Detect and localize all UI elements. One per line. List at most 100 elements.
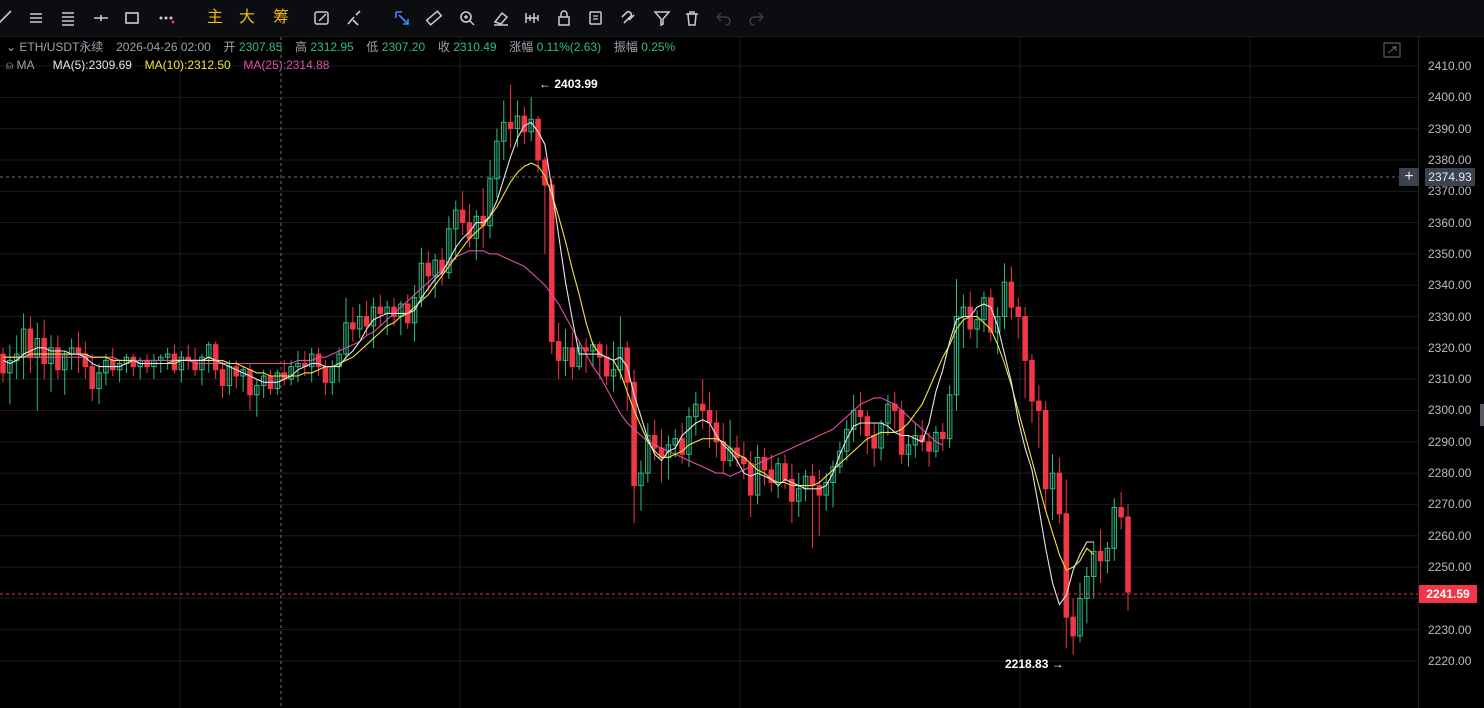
ohlc-info-bar: ⌄ ETH/USDT永续 2026-04-26 02:00 开 2307.85 …: [6, 39, 675, 55]
eraser-icon[interactable]: [491, 8, 511, 28]
select-cursor-icon[interactable]: [392, 8, 412, 28]
candle: [185, 344, 191, 370]
candle: [343, 297, 349, 361]
candle: [994, 307, 1001, 355]
candle: [1001, 263, 1008, 330]
candle: [281, 360, 287, 386]
brush-icon[interactable]: [344, 8, 364, 28]
candle: [940, 423, 946, 452]
candle-body: [864, 416, 871, 437]
menu-list-icon[interactable]: [26, 8, 46, 28]
candlestick-chart[interactable]: [0, 37, 1484, 708]
expand-icon[interactable]: [1383, 42, 1401, 58]
candle-body: [974, 319, 980, 330]
candle-body: [315, 353, 322, 368]
candle: [96, 363, 102, 405]
ma-label[interactable]: MA: [16, 58, 34, 72]
amplitude-value: 0.25%: [641, 40, 676, 54]
candle: [610, 341, 617, 392]
candle-body: [967, 306, 973, 330]
ma-info-bar: ⍝ MA MA(5):2309.69 MA(10):2312.50 MA(25)…: [6, 57, 329, 73]
candle: [1104, 542, 1111, 574]
ruler-icon[interactable]: [424, 8, 444, 28]
drawing-toolbar: 主大筹: [0, 0, 1484, 37]
candle-body: [219, 369, 226, 386]
candle: [569, 332, 576, 380]
filter-icon[interactable]: [652, 8, 672, 28]
candle: [1070, 598, 1076, 655]
open-value: 2307.85: [238, 40, 283, 54]
candle-body: [651, 435, 658, 449]
candle: [912, 423, 919, 458]
candle: [555, 322, 562, 380]
candle: [1125, 504, 1131, 611]
candle: [75, 332, 82, 373]
candle: [439, 247, 445, 286]
price-tick-label: 2400.00: [1428, 90, 1472, 105]
horizontal-line-icon[interactable]: [91, 8, 111, 28]
rectangle-icon[interactable]: [122, 8, 142, 28]
edit-icon[interactable]: [312, 8, 332, 28]
candle-body: [768, 469, 775, 484]
candle-body: [1029, 359, 1035, 402]
symbol-label[interactable]: ETH/USDT永续: [19, 40, 104, 54]
candle: [315, 347, 322, 377]
line-tool-icon[interactable]: [0, 8, 14, 28]
low-label: 低: [366, 40, 379, 54]
candle-body: [610, 369, 617, 377]
candle: [727, 419, 733, 467]
price-tick-label: 2300.00: [1428, 403, 1472, 418]
datetime-label: 2026-04-26 02:00: [116, 40, 211, 54]
candle: [871, 423, 877, 467]
more-icon[interactable]: [156, 8, 176, 28]
template-icon[interactable]: [586, 8, 606, 28]
scroll-handle[interactable]: [1480, 404, 1484, 426]
chart-grid: [0, 37, 1418, 708]
pattern-icon[interactable]: [522, 8, 542, 28]
candle-body: [75, 347, 82, 355]
undo-icon[interactable]: [714, 8, 734, 28]
candle-body: [569, 347, 576, 368]
lock-icon[interactable]: [554, 8, 574, 28]
candle-body: [55, 347, 61, 371]
large-button[interactable]: 大: [238, 9, 255, 26]
delete-icon[interactable]: [682, 8, 702, 28]
candle: [1084, 567, 1090, 624]
ma25-value: MA(25):2314.88: [243, 58, 330, 72]
candle-body: [905, 444, 912, 455]
candle: [103, 354, 109, 386]
candle-body: [638, 472, 644, 487]
candle-body: [631, 381, 637, 487]
redo-icon[interactable]: [746, 8, 766, 28]
ma25-line: [3, 250, 944, 477]
candle: [1056, 457, 1063, 524]
candle: [446, 216, 452, 279]
candle-body: [459, 209, 466, 224]
main-indicator-button[interactable]: 主: [206, 9, 223, 26]
candle-body: [425, 262, 432, 277]
candle-body: [1008, 281, 1015, 308]
candle: [370, 297, 377, 348]
magnet-icon[interactable]: [619, 8, 639, 28]
last-price-label: 2241.59: [1419, 585, 1477, 603]
zoom-in-icon[interactable]: [457, 8, 477, 28]
candle: [1049, 454, 1056, 521]
add-alert-button[interactable]: +: [1399, 168, 1419, 186]
chevron-icon[interactable]: ⌄: [6, 40, 17, 54]
candle-body: [1056, 472, 1063, 515]
price-tick-label: 2340.00: [1428, 278, 1472, 293]
candle-body: [240, 369, 246, 377]
candle-body: [871, 435, 877, 449]
candle-body: [1090, 550, 1097, 577]
candle-body: [507, 121, 514, 130]
chips-button[interactable]: 筹: [272, 9, 289, 26]
candle-body: [1111, 507, 1118, 549]
menu-lines-icon[interactable]: [58, 8, 78, 28]
candle-body: [844, 428, 850, 452]
candle: [823, 473, 829, 511]
candle-body: [816, 485, 823, 496]
candle-body: [1070, 616, 1076, 637]
bell-icon[interactable]: ⍝: [6, 58, 14, 72]
candle: [1022, 307, 1028, 398]
candle-body: [501, 121, 507, 142]
